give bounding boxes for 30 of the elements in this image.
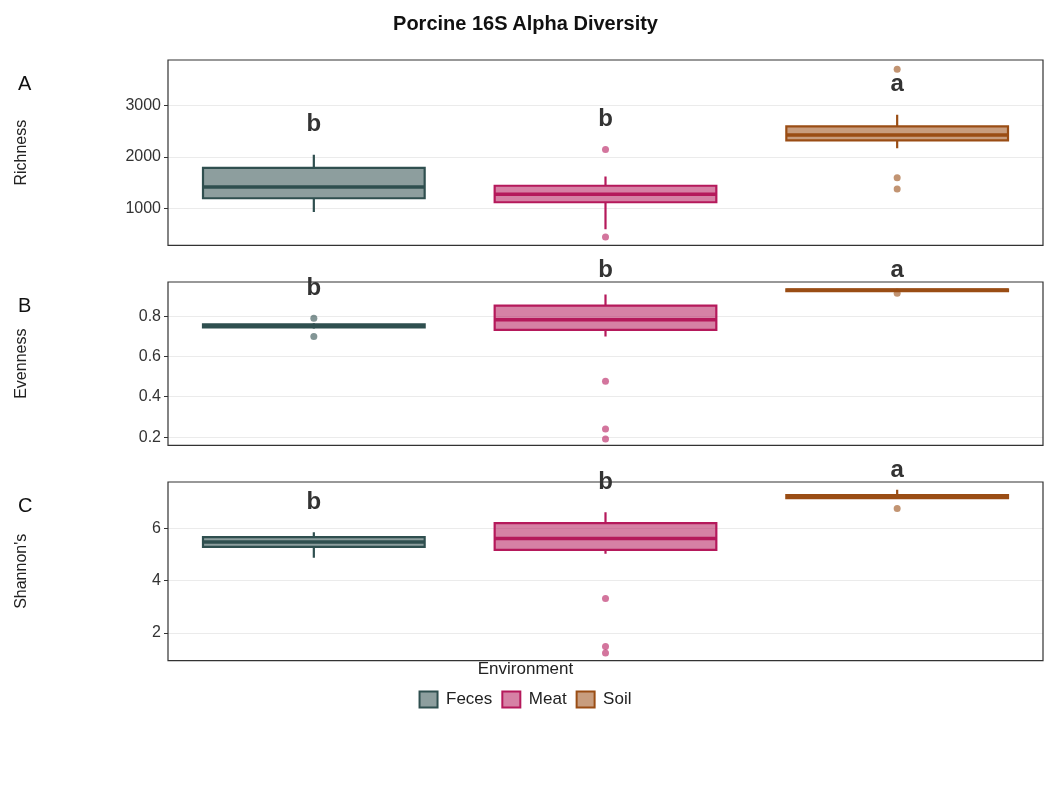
text: A: [18, 71, 32, 94]
y-axis-title: Evenness: [12, 328, 30, 399]
annotation: b: [306, 109, 322, 137]
annotation: b: [306, 272, 322, 300]
chart-title: Porcine 16S Alpha Diversity: [393, 11, 659, 34]
text: a: [890, 254, 905, 282]
text: b: [598, 254, 613, 282]
y-tick-label: 2000: [125, 147, 162, 165]
annotation: b: [306, 486, 322, 514]
annotation: a: [890, 69, 905, 97]
y-tick-label: 1000: [125, 199, 162, 217]
y-tick-label: 2: [152, 623, 162, 641]
annotation: a: [890, 454, 905, 482]
y-tick-label: 4: [152, 571, 162, 589]
legend-label: Feces: [446, 689, 493, 709]
legend-label: Soil: [603, 689, 632, 709]
text: C: [18, 493, 33, 516]
legend-title: Environment: [477, 658, 574, 678]
annotation: b: [598, 104, 613, 132]
y-axis-title: Richness: [12, 119, 30, 186]
y-tick-label: 6: [152, 519, 162, 537]
legend-label: Meat: [528, 689, 567, 709]
y-tick-label: 3000: [125, 95, 162, 113]
y-tick-label: 0.2: [138, 427, 162, 445]
y-axis-title: Shannon's: [12, 533, 30, 609]
annotation: b: [598, 466, 613, 494]
text: B: [18, 293, 32, 316]
y-tick-label: 0.4: [138, 387, 162, 405]
y-tick-label: 0.8: [138, 306, 162, 324]
y-tick-label: 0.6: [138, 347, 162, 365]
